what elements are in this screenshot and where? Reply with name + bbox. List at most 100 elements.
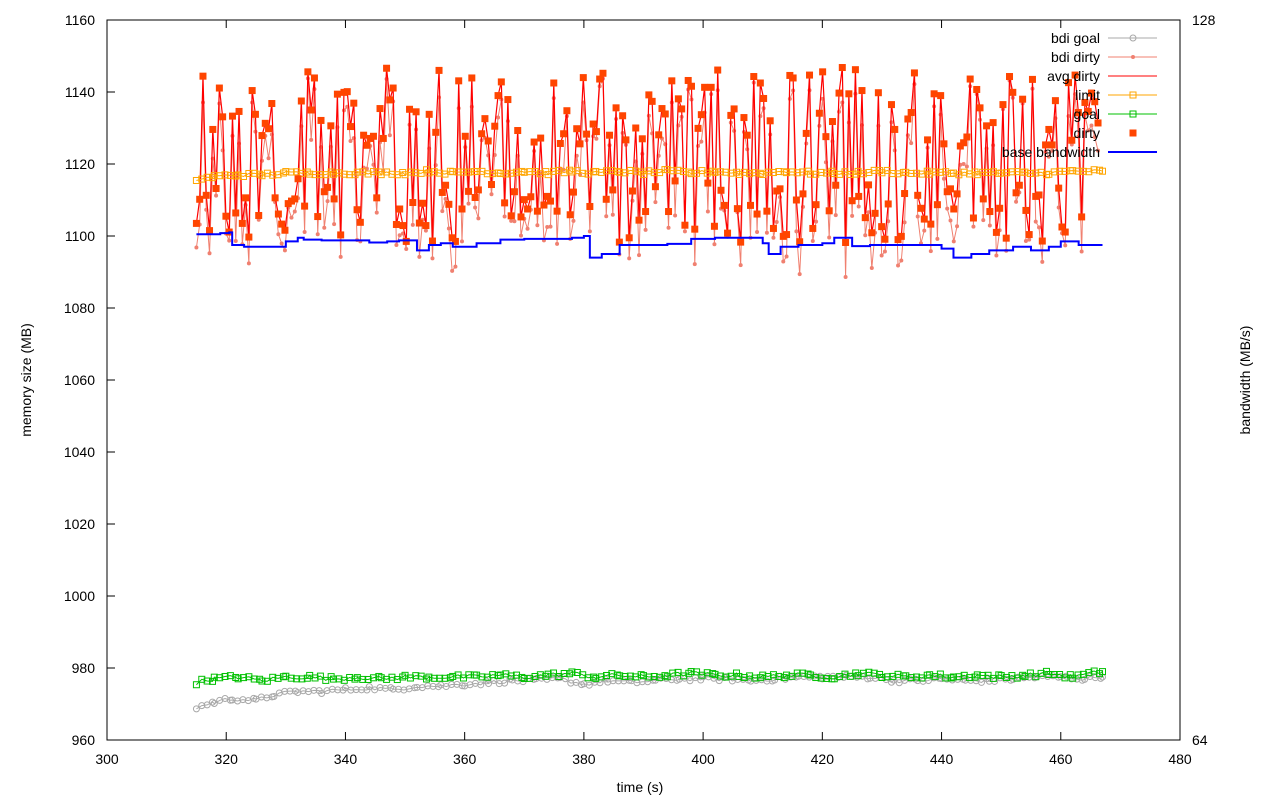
limit-point [830,170,838,178]
goal-point [997,672,1005,680]
dirty-point [461,132,469,140]
dirty-point [579,74,587,82]
dirty-point [563,107,571,115]
limit-point [513,168,521,176]
goal-point [817,674,825,682]
dirty-point [910,69,918,77]
goal-point [388,673,396,681]
goal-point [597,673,605,681]
limit-point [359,168,367,176]
dirty-point [789,74,797,82]
limit-point [210,172,218,180]
bdi-goal-point [824,672,832,680]
bdi-dirty-point [387,133,392,138]
bdi-goal-point [1081,675,1089,683]
x-axis-title: time (s) [617,779,664,795]
dirty-point [314,213,322,221]
bdi-dirty-point [810,239,815,244]
goal-point [632,673,640,681]
bdi-goal-point [310,686,318,694]
y2-tick-label: 128 [1192,12,1216,28]
limit-point [1045,170,1053,178]
limit-point [1026,169,1034,177]
legend-label-base-bandwidth: base bandwidth [1002,144,1100,160]
bdi-dirty-point [994,253,999,258]
limit-point [663,166,671,174]
limit-point [234,171,242,179]
bdi-dirty-point [915,214,920,219]
dirty-point [901,190,909,198]
dirty-point [868,229,876,237]
dirty-point [228,112,236,120]
goal-point [1003,673,1011,681]
dirty-point [474,186,482,194]
bdi-dirty-point [981,218,986,223]
dirty-point [448,234,456,242]
goal-point [637,671,645,679]
dirty-point [425,110,433,118]
bdi-dirty-point [322,225,327,230]
dirty-point [347,123,355,131]
bdi-dirty-point [781,259,786,264]
dirty-point [924,136,932,144]
dirty-point [845,90,853,98]
bdi-goal-point [1091,674,1099,682]
bdi-goal-point [192,705,200,713]
dirty-point [1012,189,1020,197]
bdi-goal-point [352,686,360,694]
dirty-point [360,131,368,139]
bdi-dirty-point [548,224,553,229]
dirty-point [881,235,889,243]
bdi-goal-point [699,673,707,681]
goal-point [513,671,521,679]
dirty-point [763,207,771,215]
limit-point [226,171,234,179]
dirty-point [304,68,312,76]
goal-point [573,668,581,676]
dirty-point [628,187,636,195]
dirty-point [369,132,377,140]
dirty-point [514,127,522,135]
bdi-dirty-point [246,261,251,266]
bdi-dirty-point [879,253,884,258]
dirty-point [271,194,279,202]
limit-point [327,168,335,176]
goal-point [298,675,306,683]
goal-point [823,674,831,682]
goal-point [216,674,224,682]
dirty-point [468,74,476,82]
limit-point [531,168,539,176]
dirty-point [455,77,463,85]
limit-point [669,167,677,175]
bdi-dirty-point [587,229,592,234]
x-tick-label: 420 [811,751,835,767]
dirty-point [1002,234,1010,242]
goal-point [478,673,486,681]
goal-point [775,672,783,680]
bdi-dirty-point [410,222,415,227]
bdi-goal-point [501,679,509,687]
dirty-point [701,83,709,91]
goal-point [836,673,844,681]
limit-point [926,170,934,178]
limit-point [613,168,621,176]
limit-point [876,167,884,175]
dirty-point [976,104,984,112]
limit-point [518,167,526,175]
y-tick-label: 1160 [65,12,95,28]
limit-point [859,170,867,178]
dirty-point [783,231,791,239]
dirty-point [678,105,686,113]
bdi-goal-point [1097,674,1105,682]
goal-point [520,675,528,683]
x-tick-label: 300 [95,751,119,767]
bdi-dirty-point [987,223,992,228]
dirty-point [1084,107,1092,115]
goal-point [250,675,258,683]
bdi-dirty-point [545,225,550,229]
dirty-point [632,124,640,132]
bdi-dirty-point [941,176,946,181]
dirty-point [950,205,958,213]
dirty-point [668,77,676,85]
